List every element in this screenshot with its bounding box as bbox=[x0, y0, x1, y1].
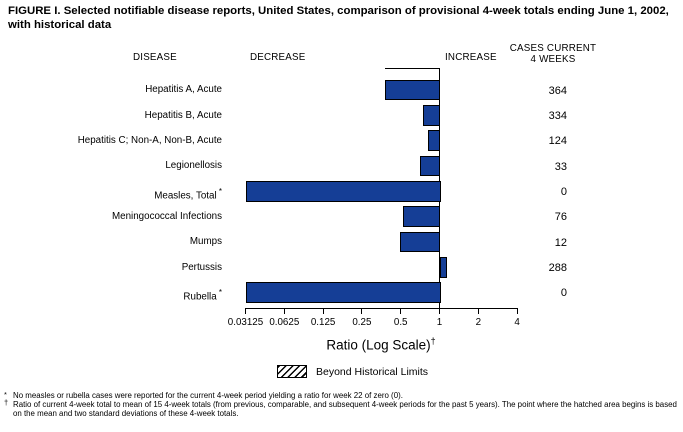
axis-tick bbox=[477, 307, 479, 314]
axis-tick-label: 0.0625 bbox=[269, 317, 300, 328]
disease-label: Mumps bbox=[190, 235, 222, 248]
x-axis-title: Ratio (Log Scale)† bbox=[291, 336, 471, 353]
axis-tick-label: 0.5 bbox=[393, 317, 408, 328]
historical-limit-line bbox=[385, 68, 440, 70]
column-header-disease: DISEASE bbox=[133, 52, 177, 63]
footnote-measles-rubella: * No measles or rubella cases were repor… bbox=[4, 389, 680, 401]
cases-value: 334 bbox=[548, 110, 567, 123]
ratio-bar bbox=[399, 231, 441, 253]
footnote-ratio-definition: † Ratio of current 4-week total to mean … bbox=[4, 398, 680, 419]
disease-label-text: Legionellosis bbox=[165, 160, 222, 172]
disease-label-text: Hepatitis A, Acute bbox=[145, 84, 222, 96]
cases-value: 33 bbox=[554, 160, 567, 173]
disease-label-text: Mumps bbox=[189, 236, 222, 248]
cases-value: 76 bbox=[554, 211, 567, 224]
disease-label-text: Rubella bbox=[183, 291, 217, 303]
column-header-increase: INCREASE bbox=[445, 52, 497, 63]
cases-value: 12 bbox=[554, 236, 567, 249]
axis-tick-label: 4 bbox=[514, 317, 520, 328]
disease-label-text: Hepatitis C; Non-A, Non-B, Acute bbox=[77, 135, 222, 147]
hatch-swatch-icon bbox=[277, 365, 307, 378]
x-axis-title-text: Ratio (Log Scale) bbox=[326, 337, 431, 353]
footnote-marker: * bbox=[216, 186, 222, 196]
column-header-cases: CASES CURRENT 4 WEEKS bbox=[505, 43, 601, 65]
ratio-bar bbox=[439, 257, 448, 278]
axis-tick bbox=[400, 307, 402, 314]
disease-label-text: Meningococcal Infections bbox=[111, 211, 222, 222]
column-header-cases-line1: CASES CURRENT bbox=[509, 43, 597, 54]
footnote-marker: * bbox=[216, 287, 222, 297]
dagger-superscript: † bbox=[430, 336, 436, 346]
figure-title: FIGURE I. Selected notifiable disease re… bbox=[8, 5, 669, 31]
axis-tick-label: 2 bbox=[475, 317, 482, 328]
ratio-bar bbox=[385, 79, 441, 101]
legend: Beyond Historical Limits bbox=[277, 365, 428, 378]
axis-tick bbox=[361, 307, 363, 314]
disease-label: Hepatitis C; Non-A, Non-B, Acute bbox=[78, 134, 222, 147]
axis-tick bbox=[322, 307, 324, 314]
cases-value: 364 bbox=[548, 84, 567, 97]
ratio-bar bbox=[402, 206, 441, 227]
column-header-decrease: DECREASE bbox=[250, 52, 306, 63]
footnote-text: No measles or rubella cases were reporte… bbox=[13, 391, 403, 400]
disease-label-text: Hepatitis B, Acute bbox=[144, 109, 222, 121]
disease-label: Measles, Total * bbox=[154, 185, 222, 202]
axis-tick-label: 1 bbox=[436, 317, 443, 328]
disease-label: Hepatitis B, Acute bbox=[145, 109, 222, 122]
legend-label: Beyond Historical Limits bbox=[316, 365, 429, 378]
cases-value: 0 bbox=[560, 186, 567, 199]
ratio-bar bbox=[423, 105, 441, 126]
ratio-bar bbox=[419, 155, 441, 177]
ratio-bar bbox=[245, 282, 441, 303]
axis-tick bbox=[244, 307, 247, 314]
axis-tick-label: 0.03125 bbox=[227, 317, 264, 328]
disease-label-text: Measles, Total bbox=[154, 189, 217, 201]
column-header-cases-line2: 4 WEEKS bbox=[530, 53, 576, 65]
disease-label: Rubella * bbox=[183, 286, 222, 303]
axis-tick-label: 0.25 bbox=[352, 317, 372, 328]
footnote-text: Ratio of current 4-week total to mean of… bbox=[13, 399, 677, 418]
x-axis-line bbox=[244, 307, 518, 309]
axis-tick bbox=[516, 307, 518, 314]
footnote-marker: † bbox=[4, 398, 9, 408]
footnote-marker: * bbox=[4, 389, 7, 399]
disease-label: Meningococcal Infections bbox=[112, 210, 222, 223]
cases-value: 0 bbox=[560, 287, 567, 300]
ratio-bar bbox=[427, 130, 441, 151]
ratio-bar bbox=[245, 181, 441, 202]
disease-label-text: Pertussis bbox=[181, 261, 222, 273]
cases-value: 288 bbox=[548, 262, 567, 275]
disease-label: Hepatitis A, Acute bbox=[145, 83, 222, 96]
cases-value: 124 bbox=[548, 135, 567, 148]
axis-tick bbox=[438, 307, 441, 314]
footnotes: * No measles or rubella cases were repor… bbox=[4, 389, 680, 419]
disease-label: Legionellosis bbox=[165, 159, 222, 172]
axis-tick bbox=[283, 307, 285, 314]
disease-label: Pertussis bbox=[182, 261, 222, 274]
axis-tick-label: 0.125 bbox=[310, 317, 336, 328]
